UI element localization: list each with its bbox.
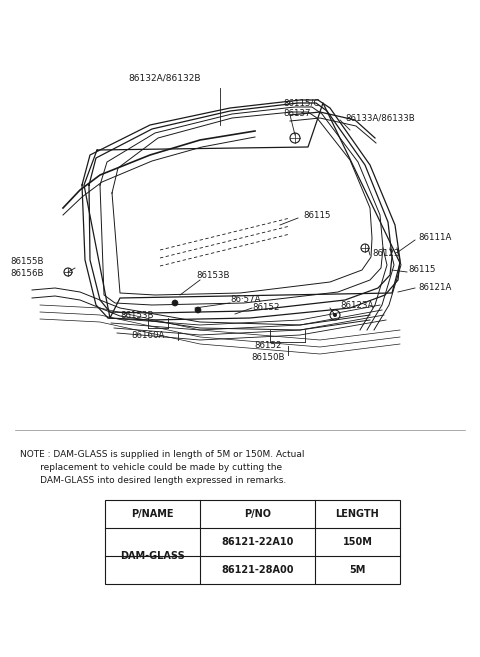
Text: 150M: 150M [343, 537, 372, 547]
Text: 86155B: 86155B [10, 258, 44, 267]
Text: LENGTH: LENGTH [336, 509, 379, 519]
Text: 86160A: 86160A [132, 330, 165, 340]
Text: replacement to vehicle could be made by cutting the: replacement to vehicle could be made by … [20, 463, 282, 472]
Text: 86121-28A00: 86121-28A00 [221, 565, 294, 575]
Text: 5M: 5M [349, 565, 366, 575]
Text: 86123A: 86123A [340, 300, 373, 309]
Text: 86153B: 86153B [120, 311, 154, 321]
Text: 86137: 86137 [283, 108, 311, 118]
Text: 86115: 86115 [408, 265, 435, 275]
Text: P/NAME: P/NAME [131, 509, 174, 519]
Text: DAM-GLASS into desired length expressed in remarks.: DAM-GLASS into desired length expressed … [20, 476, 286, 485]
Circle shape [195, 307, 201, 313]
Text: 86150B: 86150B [251, 353, 285, 363]
Text: 86133A/86133B: 86133A/86133B [345, 114, 415, 122]
Text: 86123: 86123 [372, 248, 399, 258]
Text: 86115: 86115 [303, 210, 331, 219]
Text: 86115/C: 86115/C [283, 99, 319, 108]
Text: P/NO: P/NO [244, 509, 271, 519]
Text: 86121-22A10: 86121-22A10 [221, 537, 294, 547]
Circle shape [333, 313, 337, 317]
Text: 86156B: 86156B [10, 269, 44, 277]
Text: 86121A: 86121A [418, 283, 451, 292]
Text: 86153B: 86153B [196, 271, 229, 279]
Bar [105, 500, 400, 584]
Text: 86·57A: 86·57A [230, 296, 261, 304]
Text: 86132A/86132B: 86132A/86132B [129, 74, 201, 83]
Circle shape [172, 300, 178, 306]
Text: DAM-GLASS: DAM-GLASS [120, 551, 185, 561]
Text: NOTE : DAM-GLASS is supplied in length of 5M or 150M. Actual: NOTE : DAM-GLASS is supplied in length o… [20, 450, 304, 459]
Text: 86152: 86152 [254, 342, 282, 350]
Text: 86111A: 86111A [418, 233, 451, 242]
Text: 86152: 86152 [252, 304, 279, 313]
